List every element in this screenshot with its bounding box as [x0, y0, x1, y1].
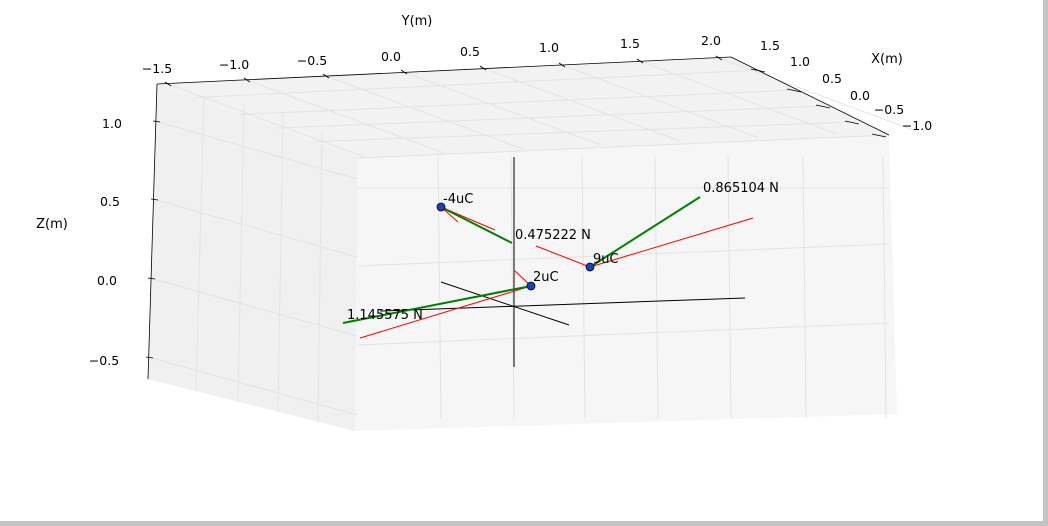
y-tick-mark — [715, 55, 723, 61]
y-tick-label: 2.0 — [701, 33, 721, 48]
grid-line — [322, 74, 524, 150]
x-tick-label: 0.0 — [850, 88, 870, 103]
charge-label: 2uC — [533, 270, 559, 285]
grid-line — [357, 243, 890, 267]
y-axis-line — [156, 56, 732, 85]
z-tick-label: −0.5 — [89, 353, 119, 368]
x-tick-label: 0.5 — [822, 71, 842, 86]
force-label: 0.865104 N — [703, 181, 779, 196]
x-tick-label: −0.5 — [874, 102, 904, 117]
grid-line — [558, 63, 760, 139]
grid-line — [479, 66, 681, 142]
tick-labels: −1.5 −1.0 −0.5 0.0 0.5 1.0 1.5 2.0 1.51.00.50.0−… — [89, 33, 932, 368]
net-force-line — [589, 196, 701, 268]
grid-line — [164, 82, 366, 158]
z-tick-mark — [150, 198, 159, 201]
z-tick-label: 1.0 — [102, 116, 122, 131]
grid-line — [277, 113, 284, 413]
window-frame-bottom — [0, 521, 1048, 526]
z-tick-mark — [145, 356, 154, 359]
window-frame-right — [1043, 0, 1048, 526]
force-component-line — [359, 285, 532, 339]
y-tick-label: 1.0 — [539, 40, 559, 55]
y-tick-label: −1.0 — [219, 57, 249, 72]
grid-line — [193, 69, 761, 99]
y-tick-mark — [243, 77, 251, 83]
x-tick-mark — [815, 104, 831, 109]
z-axis-line — [147, 83, 158, 380]
x-tick-mark — [871, 133, 887, 138]
grid-line — [802, 155, 807, 419]
pane-back-left — [148, 84, 358, 431]
x-tick-mark — [750, 68, 766, 73]
grid-line — [654, 155, 659, 419]
grid-line — [715, 56, 917, 132]
force-component-line — [535, 245, 591, 268]
y-tick-mark — [164, 81, 172, 87]
tick-marks — [145, 55, 887, 359]
x-axis-label: X(m) — [871, 52, 903, 67]
origin-axes — [379, 157, 746, 367]
x-tick-label: −1.0 — [902, 118, 932, 133]
pane-back-right — [355, 135, 897, 431]
y-tick-label: 1.5 — [620, 36, 640, 51]
force-label: 0.475222 N — [515, 228, 591, 243]
y-tick-label: −0.5 — [297, 53, 327, 68]
z-axis-label: Z(m) — [36, 217, 68, 232]
z-tick-label: 0.0 — [97, 273, 117, 288]
force-component-line — [589, 217, 754, 268]
force-label: 1.145575 N — [347, 308, 423, 323]
grid-line — [243, 78, 445, 154]
x-tick-mark — [844, 120, 860, 125]
net-force-line — [440, 206, 513, 244]
grid-line — [147, 356, 358, 416]
y-axis-label: Y(m) — [401, 14, 433, 29]
y-tick-mark — [636, 58, 644, 64]
net-forces — [342, 196, 701, 324]
y-tick-label: 0.0 — [381, 49, 401, 64]
grid-line — [636, 59, 838, 135]
origin-x-line — [440, 281, 570, 326]
grid-line — [357, 322, 890, 346]
grid-line — [195, 95, 205, 392]
x-tick-label: 1.5 — [760, 38, 780, 53]
y-tick-label: −1.5 — [142, 61, 172, 76]
y-tick-mark — [479, 65, 487, 71]
grid-line — [149, 277, 358, 337]
z-tick-mark — [152, 120, 161, 123]
y-tick-mark — [400, 69, 408, 75]
charge-label: -4uC — [443, 192, 473, 207]
x-tick-label: 1.0 — [790, 54, 810, 69]
grid-line — [727, 155, 732, 419]
charge-marker — [436, 202, 446, 212]
z-tick-mark — [147, 277, 156, 280]
grid-line — [154, 120, 358, 180]
grid-line — [239, 89, 797, 115]
grid-line — [400, 70, 602, 146]
charge-marker — [526, 281, 536, 291]
grid-line — [882, 155, 887, 419]
y-tick-mark — [322, 73, 330, 79]
grid-line — [237, 102, 245, 403]
y-tick-mark — [558, 62, 566, 68]
grid-line — [510, 155, 515, 419]
net-force-line — [342, 285, 532, 324]
grid-line — [357, 134, 890, 159]
x-tick-mark — [786, 88, 802, 93]
grid-line — [152, 198, 358, 258]
origin-y-line — [379, 297, 746, 312]
grid-line — [317, 130, 323, 423]
grid-line — [581, 155, 586, 419]
z-tick-label: 0.5 — [100, 194, 120, 209]
y-tick-label: 0.5 — [460, 44, 480, 59]
charge-label: 9uC — [593, 252, 619, 267]
charge-marker — [585, 262, 595, 272]
grid-lines — [147, 56, 917, 423]
grid-line — [437, 155, 442, 419]
pane-top — [157, 57, 889, 158]
